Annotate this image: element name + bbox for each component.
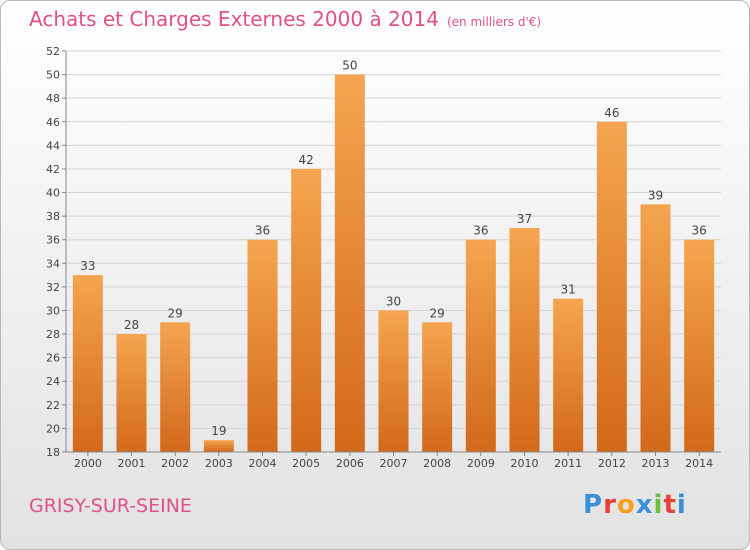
data-label: 50: [342, 59, 357, 73]
bar: [422, 322, 453, 452]
y-tick-label: 36: [46, 234, 60, 247]
bar: [596, 121, 627, 452]
y-tick-label: 22: [46, 399, 60, 412]
y-tick-label: 18: [46, 446, 60, 459]
proxiti-logo[interactable]: Proxiti: [583, 490, 687, 520]
data-label: 39: [648, 188, 663, 202]
y-tick-label: 30: [46, 304, 60, 317]
logo-letter: i: [676, 490, 687, 520]
data-label: 42: [299, 153, 314, 167]
y-tick-label: 34: [46, 257, 60, 270]
data-label: 31: [561, 283, 576, 297]
y-tick-label: 44: [46, 139, 60, 152]
x-tick-label: 2002: [161, 457, 189, 470]
data-label: 37: [517, 212, 532, 226]
data-label: 19: [211, 424, 226, 438]
y-tick-label: 32: [46, 281, 60, 294]
x-tick-label: 2009: [467, 457, 495, 470]
x-tick-label: 2000: [74, 457, 102, 470]
logo-letter: P: [583, 490, 604, 520]
y-tick-label: 40: [46, 187, 60, 200]
data-label: 36: [692, 224, 707, 238]
bar: [247, 239, 278, 452]
logo-letter: o: [616, 490, 636, 520]
bar: [291, 168, 322, 453]
data-label: 29: [168, 306, 183, 320]
data-label: 36: [473, 224, 488, 238]
bar: [509, 227, 540, 452]
y-tick-label: 50: [46, 69, 60, 82]
x-tick-label: 2013: [642, 457, 670, 470]
y-axis: 18 20 22 24 26 28 30 32 34 36 38 40 42 44 46 48 50 52: [46, 45, 67, 459]
x-tick-label: 2010: [511, 457, 539, 470]
x-tick-label: 2004: [249, 457, 277, 470]
x-tick-label: 2011: [554, 457, 582, 470]
y-tick-label: 52: [46, 45, 60, 58]
logo-letter: i: [653, 490, 664, 520]
x-tick-label: 2012: [598, 457, 626, 470]
y-tick-label: 28: [46, 328, 60, 341]
town-name: GRISY-SUR-SEINE: [29, 495, 192, 517]
x-tick-label: 2001: [118, 457, 146, 470]
data-label: 46: [604, 106, 619, 120]
data-label: 29: [430, 306, 445, 320]
y-tick-label: 48: [46, 92, 60, 105]
y-tick-label: 42: [46, 163, 60, 176]
bar: [203, 440, 234, 452]
data-label: 28: [124, 318, 139, 332]
bar: [160, 322, 191, 452]
data-label: 30: [386, 294, 401, 308]
bar: [684, 239, 715, 452]
chart-subtitle: (en milliers d'€): [446, 15, 542, 29]
y-tick-label: 20: [46, 422, 60, 435]
x-tick-label: 2007: [380, 457, 408, 470]
y-tick-label: 26: [46, 352, 60, 365]
y-tick-label: 46: [46, 116, 60, 129]
x-tick-label: 2014: [685, 457, 713, 470]
bar: [553, 298, 584, 452]
logo-letter: r: [603, 490, 617, 520]
data-label: 33: [80, 259, 95, 273]
bar: [465, 239, 496, 452]
y-tick-label: 38: [46, 210, 60, 223]
bar: [334, 74, 365, 453]
bar: [72, 275, 103, 452]
chart-title: Achats et Charges Externes 2000 à 2014 (e…: [29, 7, 541, 31]
logo-letter: t: [663, 490, 677, 520]
bar: [116, 334, 147, 452]
x-tick-label: 2008: [423, 457, 451, 470]
title-text: Achats et Charges Externes 2000 à 2014: [29, 7, 439, 31]
data-label: 36: [255, 224, 270, 238]
x-axis: 2000 2001 2002 2003 2004 2005 2006 2007 2008 2009…: [66, 451, 721, 470]
x-tick-label: 2003: [205, 457, 233, 470]
x-tick-label: 2005: [292, 457, 320, 470]
bar: [640, 204, 671, 452]
y-tick-label: 24: [46, 375, 60, 388]
x-tick-label: 2006: [336, 457, 364, 470]
bars: 33 28 29 19 36 42 50 30 29 36 37 31 46 39 36: [72, 59, 715, 453]
logo-letter: x: [635, 490, 654, 520]
bar: [378, 310, 409, 452]
